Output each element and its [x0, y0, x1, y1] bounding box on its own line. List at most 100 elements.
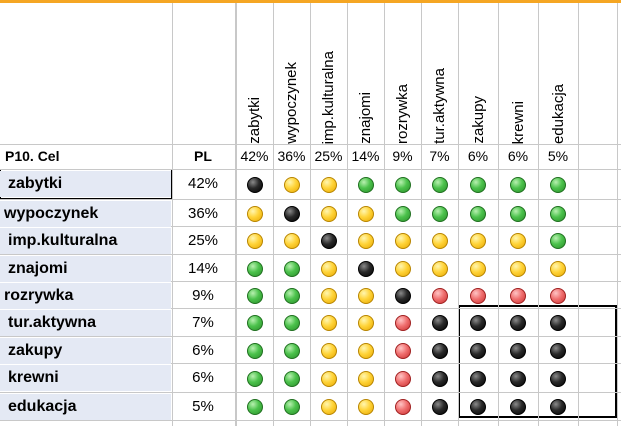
green-dot-icon — [510, 177, 526, 193]
black-dot-icon — [510, 342, 526, 359]
column-header[interactable]: edukacja — [538, 3, 578, 144]
grid-line-vertical — [458, 3, 459, 426]
red-dot-icon — [510, 287, 526, 304]
black-dot-icon — [470, 370, 486, 387]
grid-line-horizontal — [0, 226, 621, 227]
black-dot-icon — [394, 287, 411, 304]
row-label-text: rozrywka — [4, 287, 74, 304]
green-dot-icon — [394, 177, 411, 193]
black-dot-icon — [470, 399, 486, 415]
red-dot-icon — [550, 287, 566, 304]
column-percentage[interactable]: 6% — [467, 148, 489, 164]
column-header[interactable]: znajomi — [347, 3, 384, 144]
red-dot-icon — [394, 399, 411, 415]
green-dot-icon — [431, 177, 448, 193]
column-header[interactable]: zabytki — [236, 3, 273, 144]
red-dot-icon — [431, 287, 448, 304]
row-label[interactable]: krewni — [0, 365, 171, 391]
column-percentage[interactable]: 6% — [507, 148, 529, 164]
black-dot-icon — [283, 205, 300, 222]
pl-header[interactable]: PL — [194, 148, 212, 164]
column-header[interactable]: wypoczynek — [273, 3, 310, 144]
row-label-text: krewni — [8, 369, 59, 386]
yellow-dot-icon — [357, 370, 374, 387]
grid-line-vertical — [578, 3, 579, 426]
column-percentage[interactable]: 36% — [277, 148, 306, 164]
green-dot-icon — [283, 260, 300, 277]
grid-line-horizontal — [0, 392, 621, 393]
green-dot-icon — [394, 205, 411, 222]
grid-line-vertical — [172, 3, 173, 426]
column-header[interactable]: imp.kulturalna — [310, 3, 347, 144]
yellow-dot-icon — [357, 315, 374, 331]
row-label-text: wypoczynek — [4, 205, 99, 222]
green-dot-icon — [550, 205, 566, 222]
black-dot-icon — [320, 233, 337, 249]
row-label[interactable]: edukacja — [0, 394, 171, 420]
grid-line-horizontal — [0, 169, 621, 170]
row-pl-value[interactable]: 42% — [187, 175, 219, 192]
row-pl-value[interactable]: 36% — [187, 205, 219, 222]
row-pl-value[interactable]: 5% — [192, 398, 214, 415]
green-dot-icon — [283, 315, 300, 331]
row-label[interactable]: znajomi — [0, 256, 171, 282]
column-header-label: zabytki — [246, 97, 263, 144]
column-header[interactable]: tur.aktywna — [421, 3, 458, 144]
row-label[interactable]: zakupy — [0, 338, 171, 364]
row-label[interactable]: rozrywka — [0, 283, 171, 309]
column-percentage[interactable]: 25% — [314, 148, 343, 164]
grid-line-horizontal — [0, 199, 621, 200]
row-pl-value[interactable]: 9% — [192, 287, 214, 304]
column-header[interactable]: rozrywka — [384, 3, 421, 144]
grid-line-vertical — [273, 3, 274, 426]
row-label[interactable]: wypoczynek — [0, 201, 171, 227]
row-pl-value[interactable]: 6% — [192, 342, 214, 359]
yellow-dot-icon — [470, 260, 486, 277]
column-header-label: imp.kulturalna — [320, 50, 337, 144]
table-title[interactable]: P10. Cel — [5, 148, 60, 164]
column-percentage[interactable]: 42% — [240, 148, 269, 164]
column-percentage[interactable]: 9% — [392, 148, 413, 164]
row-pl-value[interactable]: 7% — [192, 314, 214, 331]
grid-line-vertical — [498, 3, 499, 426]
grid-line-vertical — [538, 3, 539, 426]
column-percentage[interactable]: 14% — [351, 148, 380, 164]
yellow-dot-icon — [357, 205, 374, 222]
green-dot-icon — [470, 205, 486, 222]
green-dot-icon — [470, 177, 486, 193]
column-percentage[interactable]: 7% — [429, 148, 450, 164]
row-label-text: zabytki — [8, 175, 63, 192]
row-label-text: zakupy — [8, 342, 63, 359]
yellow-dot-icon — [431, 233, 448, 249]
row-pl-value[interactable]: 6% — [192, 369, 214, 386]
row-label[interactable]: zabytki — [0, 171, 171, 197]
grid-line-vertical — [421, 3, 422, 426]
row-pl-value[interactable]: 25% — [187, 232, 219, 249]
column-percentage[interactable]: 5% — [547, 148, 569, 164]
green-dot-icon — [283, 370, 300, 387]
grid-line-horizontal — [0, 363, 621, 364]
yellow-dot-icon — [283, 177, 300, 193]
red-dot-icon — [470, 287, 486, 304]
green-dot-icon — [510, 205, 526, 222]
column-header[interactable]: krewni — [498, 3, 538, 144]
row-label-text: imp.kulturalna — [8, 232, 118, 249]
green-dot-icon — [246, 260, 263, 277]
yellow-dot-icon — [510, 233, 526, 249]
column-header[interactable]: zakupy — [458, 3, 498, 144]
row-label[interactable]: tur.aktywna — [0, 310, 171, 336]
row-label[interactable]: imp.kulturalna — [0, 228, 171, 254]
column-header-label: edukacja — [549, 83, 567, 144]
column-header-label: wypoczynek — [283, 62, 300, 144]
row-pl-value[interactable]: 14% — [187, 260, 219, 277]
yellow-dot-icon — [550, 260, 566, 277]
yellow-dot-icon — [320, 399, 337, 415]
grid-line-vertical — [384, 3, 385, 426]
green-dot-icon — [283, 342, 300, 359]
green-dot-icon — [246, 315, 263, 331]
black-dot-icon — [550, 315, 566, 331]
yellow-dot-icon — [431, 260, 448, 277]
yellow-dot-icon — [320, 315, 337, 331]
black-dot-icon — [550, 399, 566, 415]
